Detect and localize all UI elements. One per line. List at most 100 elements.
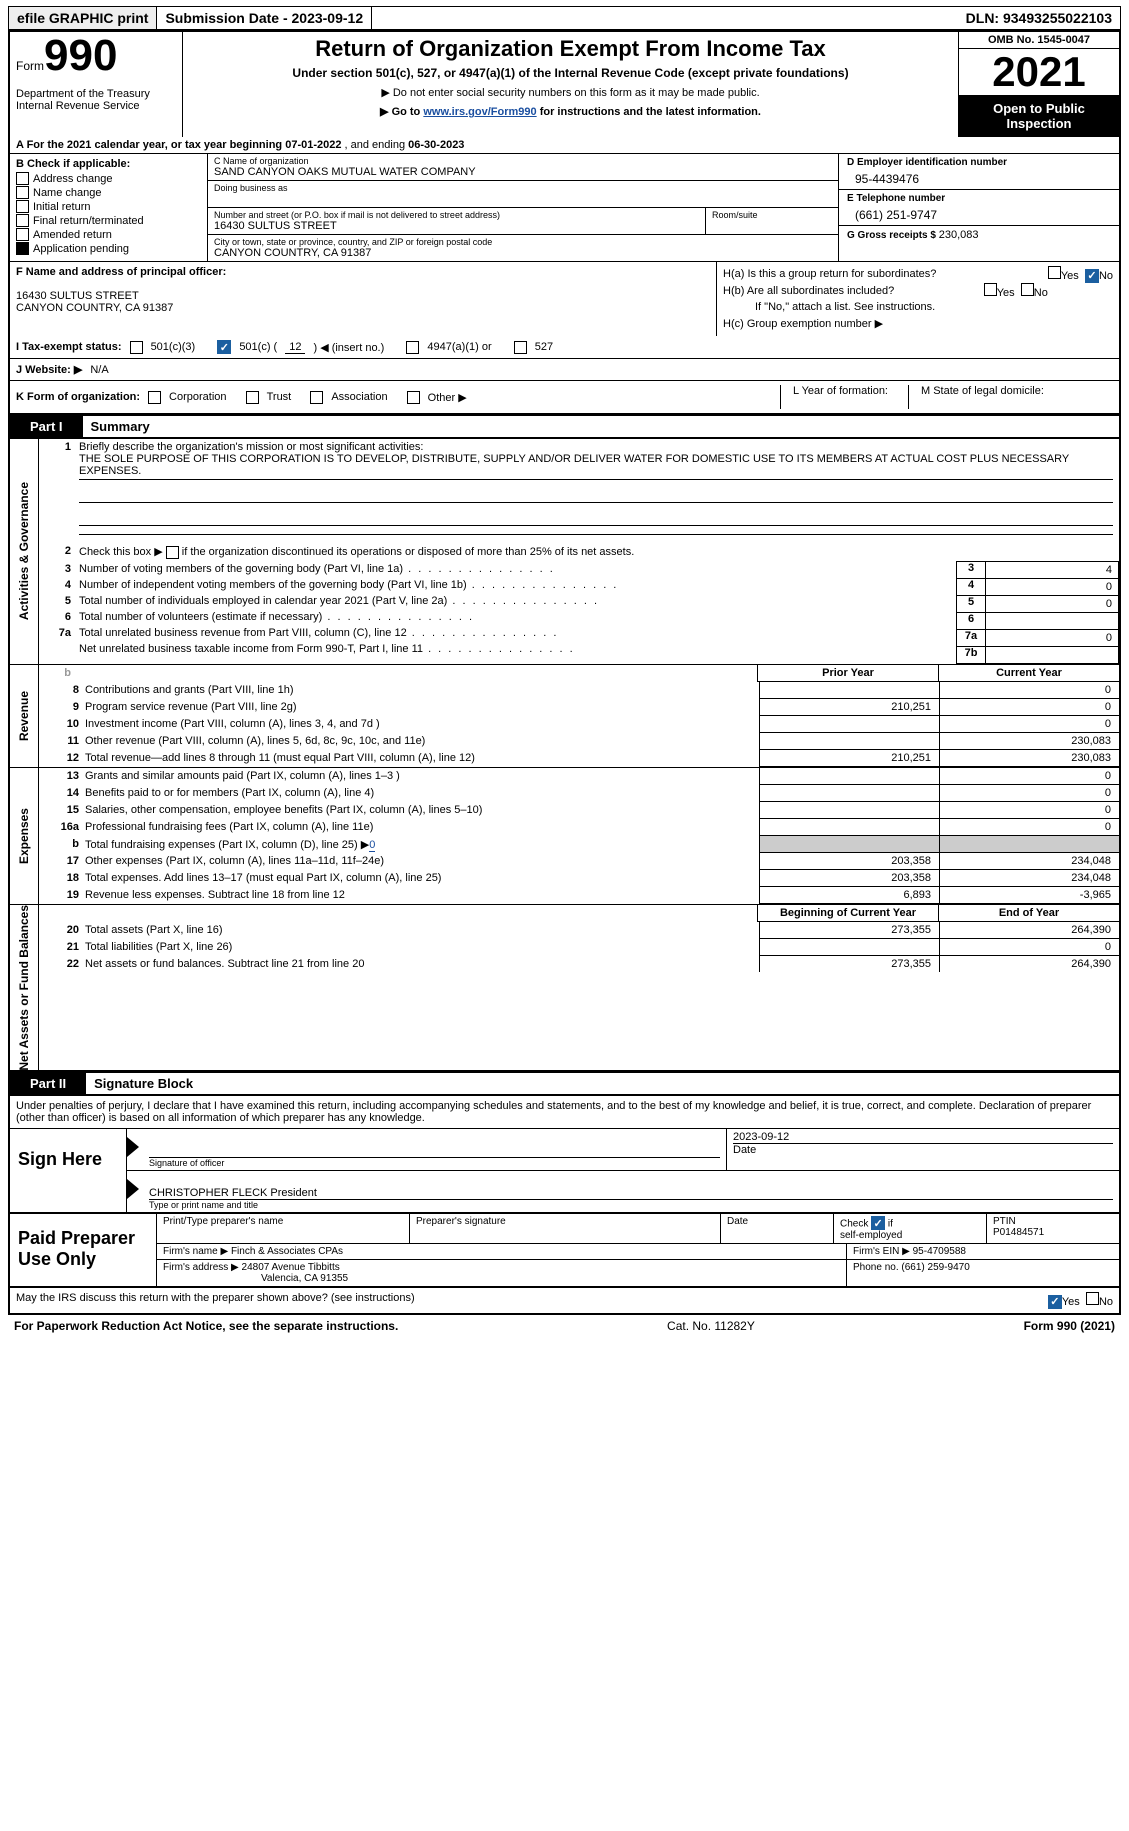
4947-label: 4947(a)(1) or: [427, 341, 491, 353]
submission-date: Submission Date - 2023-09-12: [157, 7, 372, 29]
sig-date-label: Date: [733, 1143, 1113, 1156]
no-label: No: [1099, 270, 1113, 282]
h-b: H(b) Are all subordinates included? Yes …: [723, 283, 1113, 300]
l3-txt: Number of voting members of the governin…: [79, 563, 403, 575]
begin-year-header: Beginning of Current Year: [757, 905, 938, 922]
form-990: 990: [44, 31, 117, 80]
chk-association[interactable]: [310, 391, 323, 404]
part-2-num: Part II: [10, 1073, 86, 1094]
corp-label: Corporation: [169, 391, 226, 403]
16b-val: 0: [369, 839, 375, 852]
org-name-cell: C Name of organization SAND CANYON OAKS …: [208, 154, 838, 181]
ein-label: D Employer identification number: [847, 157, 1111, 168]
col-c: C Name of organization SAND CANYON OAKS …: [208, 154, 838, 261]
line-a-mid: , and ending: [341, 139, 408, 151]
prior-year-header: Prior Year: [757, 665, 938, 682]
firm-phone: (661) 259-9470: [901, 1262, 969, 1273]
hb-yes-checkbox[interactable]: [984, 283, 997, 296]
chk-name-change[interactable]: Name change: [16, 186, 201, 199]
year-begin: 07-01-2022: [285, 139, 341, 151]
chk-other[interactable]: [407, 391, 420, 404]
ha-no-checkbox[interactable]: ✓: [1085, 269, 1099, 283]
line-14: 14Benefits paid to or for members (Part …: [39, 785, 1119, 802]
line-16b: bTotal fundraising expenses (Part IX, co…: [39, 836, 1119, 853]
ha-label: H(a) Is this a group return for subordin…: [723, 268, 936, 280]
col-b-checkboxes: B Check if applicable: Address change Na…: [10, 154, 208, 261]
paid-preparer-label: Paid Preparer Use Only: [10, 1214, 157, 1286]
discuss-yes-checkbox[interactable]: ✓: [1048, 1295, 1062, 1309]
chk-initial-return[interactable]: Initial return: [16, 200, 201, 213]
chk-4947[interactable]: [406, 341, 419, 354]
org-name: SAND CANYON OAKS MUTUAL WATER COMPANY: [214, 166, 832, 178]
chk-501c3[interactable]: [130, 341, 143, 354]
chk-trust[interactable]: [246, 391, 259, 404]
chk-discontinued[interactable]: [166, 546, 179, 559]
col-d: D Employer identification number 95-4439…: [838, 154, 1119, 261]
room-label: Room/suite: [712, 210, 832, 220]
line-2: 2 Check this box ▶ if the organization d…: [39, 543, 1119, 561]
omb-number: OMB No. 1545-0047: [959, 32, 1119, 49]
v6: [986, 612, 1119, 629]
ha-yes-checkbox[interactable]: [1048, 266, 1061, 279]
state-domicile: M State of legal domicile:: [908, 385, 1113, 409]
chk-corporation[interactable]: [148, 391, 161, 404]
chk-self-employed[interactable]: ✓: [871, 1216, 885, 1230]
tax-year: 2021: [959, 49, 1119, 95]
chk-final-return[interactable]: Final return/terminated: [16, 214, 201, 227]
officer-label: F Name and address of principal officer:: [16, 266, 710, 278]
chk-label: Initial return: [33, 201, 90, 213]
line-6: 6Total number of volunteers (estimate if…: [39, 609, 956, 625]
501c-pre: 501(c) (: [239, 341, 277, 353]
ptin-label: PTIN: [993, 1216, 1113, 1227]
discuss-question: May the IRS discuss this return with the…: [16, 1292, 415, 1309]
line-5: 5Total number of individuals employed in…: [39, 593, 956, 609]
firm-addr2: Valencia, CA 91355: [163, 1273, 348, 1284]
arrow-icon: [127, 1137, 139, 1157]
h-a: H(a) Is this a group return for subordin…: [723, 266, 1113, 283]
chk-application-pending[interactable]: Application pending: [16, 242, 201, 255]
hb-note: If "No," attach a list. See instructions…: [723, 299, 1113, 316]
hb-no-checkbox[interactable]: [1021, 283, 1034, 296]
discuss-no-checkbox[interactable]: [1086, 1292, 1099, 1305]
assoc-label: Association: [331, 391, 387, 403]
open-to-public: Open to Public Inspection: [959, 95, 1119, 137]
officer-addr1: 16430 SULTUS STREET: [16, 290, 710, 302]
addr-label: Number and street (or P.O. box if mail i…: [214, 210, 699, 220]
efile-button[interactable]: efile GRAPHIC print: [9, 7, 157, 29]
preparer-line-2: Firm's name ▶ Finch & Associates CPAs Fi…: [157, 1244, 1119, 1260]
top-bar: efile GRAPHIC print Submission Date - 20…: [8, 6, 1121, 30]
col-b-label: B Check if applicable:: [16, 158, 201, 170]
chk-address-change[interactable]: Address change: [16, 172, 201, 185]
addr-row: Number and street (or P.O. box if mail i…: [208, 208, 838, 235]
line-19: 19Revenue less expenses. Subtract line 1…: [39, 887, 1119, 904]
line-17: 17Other expenses (Part IX, column (A), l…: [39, 853, 1119, 870]
goto-pre: ▶ Go to: [380, 106, 423, 118]
line-1: 1 Briefly describe the organization's mi…: [39, 439, 1119, 543]
paperwork-notice: For Paperwork Reduction Act Notice, see …: [14, 1319, 398, 1333]
preparer-date-label: Date: [727, 1216, 827, 1227]
irs-link[interactable]: www.irs.gov/Form990: [423, 106, 536, 118]
goto-post: for instructions and the latest informat…: [537, 106, 761, 118]
line-1-label: Briefly describe the organization's miss…: [79, 441, 1113, 453]
chk-501c[interactable]: ✓: [217, 340, 231, 354]
arrow-icon: [127, 1179, 139, 1199]
v3: 4: [986, 561, 1119, 578]
submission-label: Submission Date -: [165, 10, 291, 26]
line-i-label: I Tax-exempt status:: [16, 341, 122, 353]
v7b: [986, 646, 1119, 664]
chk-amended[interactable]: Amended return: [16, 228, 201, 241]
tel-label: E Telephone number: [847, 193, 1111, 204]
16b-pre: Total fundraising expenses (Part IX, col…: [85, 839, 369, 851]
chk-527[interactable]: [514, 341, 527, 354]
line-4: 4Number of independent voting members of…: [39, 577, 956, 593]
part-2-header: Part II Signature Block: [8, 1072, 1121, 1096]
form-subtitle: Under section 501(c), 527, or 4947(a)(1)…: [191, 66, 950, 80]
line-16a: 16aProfessional fundraising fees (Part I…: [39, 819, 1119, 836]
line-j-label: J Website: ▶: [16, 363, 82, 376]
firm-phone-label: Phone no.: [853, 1262, 899, 1273]
dba-label: Doing business as: [214, 183, 832, 193]
gross-label: G Gross receipts $: [847, 230, 939, 241]
part-1-header: Part I Summary: [8, 415, 1121, 439]
city-cell: City or town, state or province, country…: [208, 235, 838, 261]
discuss-line: May the IRS discuss this return with the…: [8, 1288, 1121, 1315]
